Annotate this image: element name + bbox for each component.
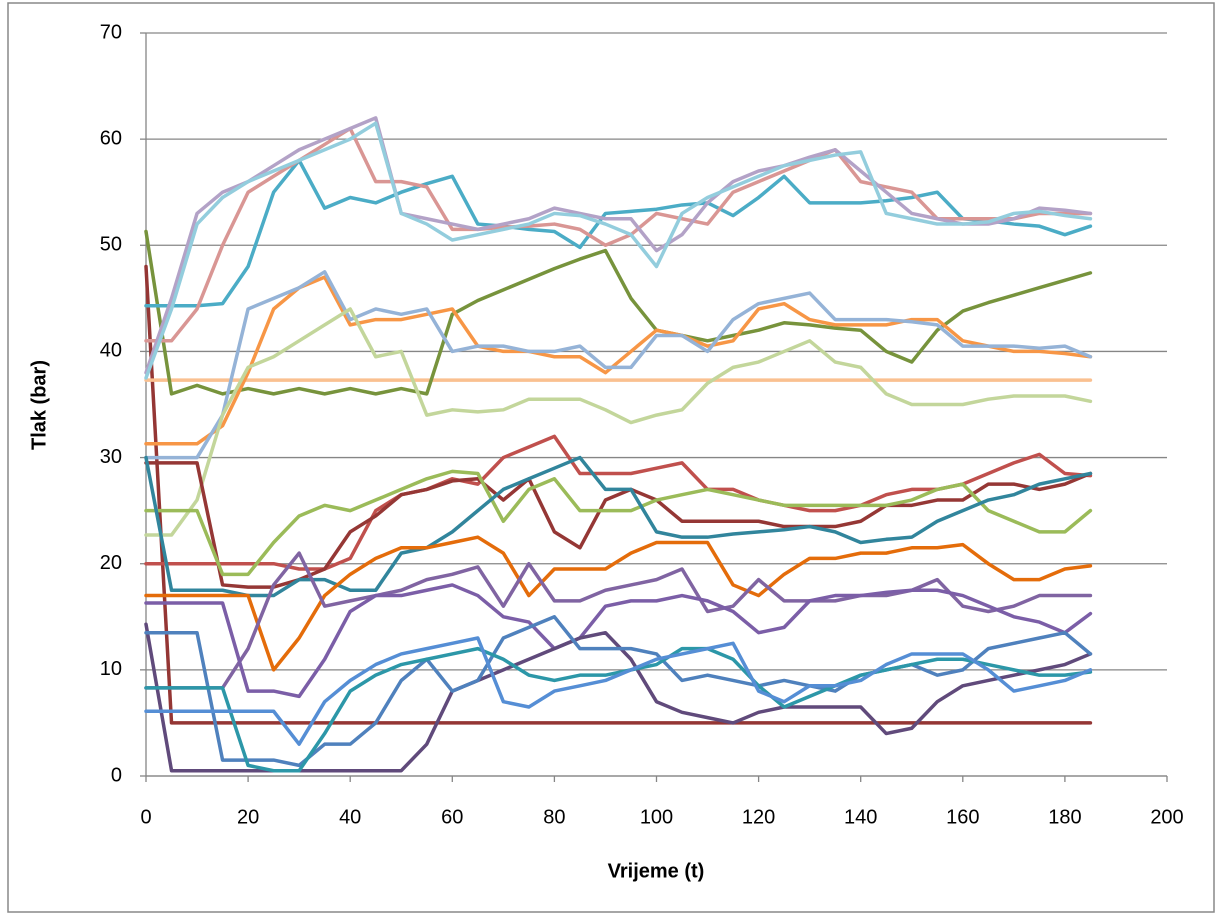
series-line: [144, 270, 1093, 460]
series-line: [144, 551, 1093, 690]
series-line: [144, 622, 1093, 773]
y-tick-label: 40: [100, 340, 122, 362]
series-line: [144, 469, 1093, 577]
x-tick-label: 40: [339, 806, 361, 828]
x-tick-label: 120: [742, 806, 775, 828]
x-tick-label: 20: [237, 806, 259, 828]
y-tick-label: 20: [100, 552, 122, 574]
x-tick-label: 200: [1150, 806, 1183, 828]
x-tick-label: 100: [640, 806, 673, 828]
series-line: [144, 158, 1093, 308]
y-axis-title: Tlak (bar): [28, 360, 50, 450]
x-axis-title: Vrijeme (t): [608, 860, 705, 882]
x-tick-label: 160: [946, 806, 979, 828]
series-line: [144, 636, 1093, 746]
y-tick-label: 50: [100, 234, 122, 256]
series-line: [144, 535, 1093, 672]
series-line: [144, 455, 1093, 598]
y-tick-label: 60: [100, 127, 122, 149]
y-tick-label: 30: [100, 446, 122, 468]
y-tick-label: 10: [100, 658, 122, 680]
series-line: [144, 461, 1093, 589]
x-tick-label: 60: [441, 806, 463, 828]
series-line: [144, 264, 1093, 725]
series-line: [144, 121, 1093, 380]
x-tick-label: 180: [1048, 806, 1081, 828]
x-tick-label: 140: [844, 806, 877, 828]
y-tick-label: 70: [100, 21, 122, 43]
x-tick-label: 80: [543, 806, 565, 828]
series-line: [144, 307, 1093, 537]
x-tick-label: 0: [140, 806, 151, 828]
series-line: [144, 229, 1093, 396]
series-line: [144, 646, 1093, 773]
y-tick-label: 0: [111, 764, 122, 786]
series-line: [144, 583, 1093, 699]
series-line: [144, 116, 1093, 375]
